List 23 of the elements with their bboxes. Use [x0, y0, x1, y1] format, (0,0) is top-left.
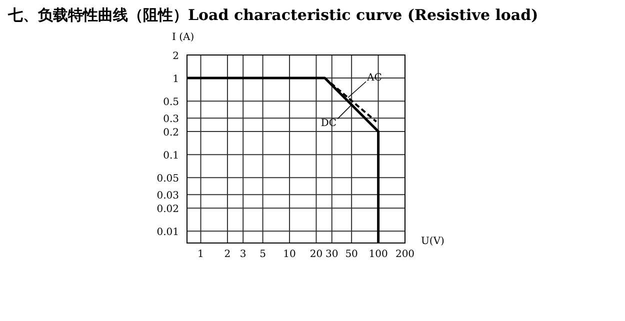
- x-tick-label: 20: [310, 249, 323, 260]
- y-tick-label: 0.3: [163, 114, 179, 126]
- y-tick-label: 0.5: [163, 97, 179, 108]
- y-tick-label: 0.02: [156, 204, 179, 216]
- y-tick-label: 0.05: [156, 174, 179, 185]
- x-tick-label: 100: [368, 249, 388, 260]
- chart-title: 七、负载特性曲线（阻性）Load characteristic curve (Resistive load): [7, 6, 538, 24]
- y-tick-label: 0.03: [156, 190, 179, 202]
- y-tick-label: 1: [172, 74, 179, 86]
- x-tick-label: 30: [326, 249, 338, 260]
- x-tick-label: 2: [224, 249, 231, 260]
- y-tick-label: 0.2: [163, 128, 179, 139]
- y-axis-title: I (A): [172, 32, 194, 43]
- x-tick-label: 1: [198, 249, 204, 260]
- x-tick-label: 10: [283, 249, 296, 260]
- x-tick-label: 50: [345, 249, 358, 260]
- y-tick-label: 2: [172, 51, 179, 62]
- x-tick-label: 200: [395, 249, 415, 260]
- x-axis-title: U(V): [421, 236, 445, 247]
- x-tick-label: 5: [260, 249, 266, 260]
- y-tick-label: 0.01: [156, 227, 179, 238]
- x-tick-label: 3: [240, 249, 246, 260]
- y-tick-label: 0.1: [163, 150, 179, 162]
